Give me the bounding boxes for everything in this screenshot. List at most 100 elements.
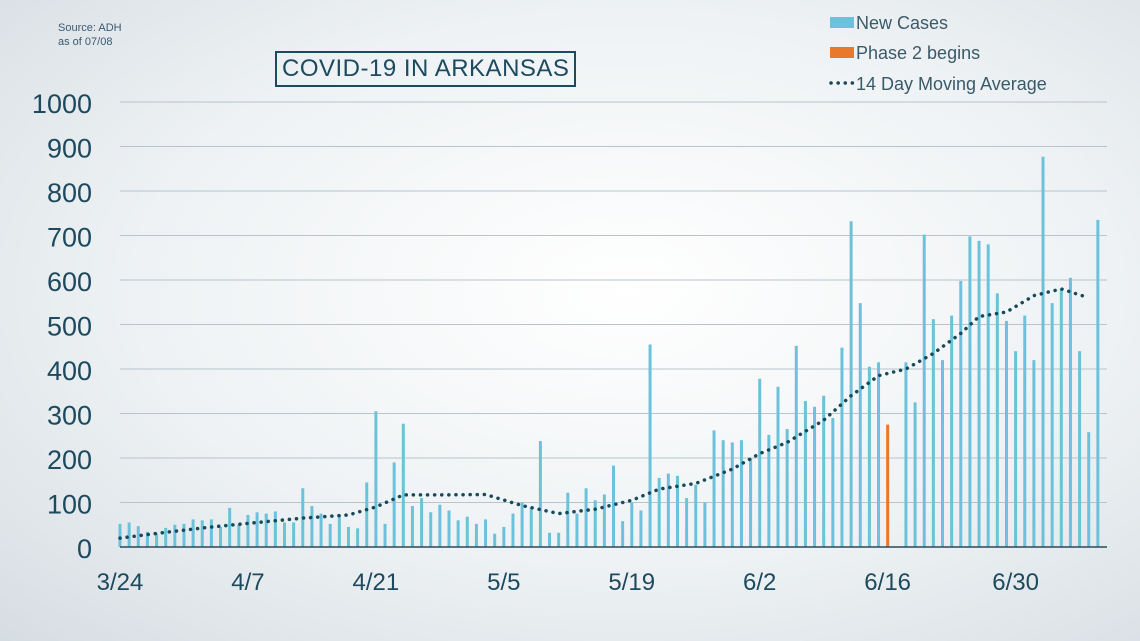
new-cases-bar [968,236,972,547]
moving-average-path [118,287,1091,540]
phase2-bar-group [886,424,890,547]
new-cases-bar [694,484,698,547]
chart-title: COVID-19 IN ARKANSAS [275,51,577,87]
new-cases-bar [785,429,789,547]
new-cases-bar [548,532,552,547]
new-cases-bar [237,524,241,547]
new-cases-bar [767,434,771,547]
new-cases-bar [557,532,561,547]
new-cases-bar [383,523,387,547]
new-cases-bar [858,303,862,547]
new-cases-bar [904,362,908,547]
new-cases-bar [529,506,533,547]
new-cases-bar [593,500,597,547]
new-cases-bar [758,378,762,547]
legend-label-phase2: Phase 2 begins [856,43,980,63]
new-cases-bar [822,395,826,547]
new-cases-bar [392,462,396,547]
y-axis-ticks: 0 100 200 300 400 500 600 700 800 900 1000 [32,89,92,564]
new-cases-bar [1078,351,1082,547]
new-cases-bar [292,522,296,547]
new-cases-bar [566,492,570,547]
new-cases-bar [219,526,223,547]
x-axis-ticks: 3/24 4/7 4/21 5/5 5/19 6/2 6/16 6/30 [97,569,1039,596]
new-cases-bar [200,520,204,547]
new-cases-bar [520,502,524,547]
new-cases-bar [794,345,798,547]
y-tick-label: 500 [47,312,92,342]
new-cases-bar [986,244,990,547]
x-tick-label: 6/16 [864,569,911,596]
y-tick-label: 900 [47,134,92,164]
x-tick-label: 6/30 [992,569,1039,596]
new-cases-bar [877,362,881,547]
new-cases-bar [1059,288,1063,547]
new-cases-bar [621,521,625,547]
x-tick-label: 4/21 [353,569,400,596]
new-cases-bar [776,386,780,547]
new-cases-bar [365,482,369,547]
new-cases-bar [118,523,122,547]
new-cases-bar [401,423,405,547]
new-cases-bar [337,514,341,547]
y-tick-label: 0 [77,534,92,564]
new-cases-bar [328,523,332,547]
new-cases-bar [813,406,817,547]
new-cases-bar [1041,156,1045,548]
y-tick-label: 200 [47,445,92,475]
new-cases-bar [191,519,195,547]
new-cases-bar [493,533,497,547]
new-cases-bar [283,522,286,547]
new-cases-bar [849,221,853,547]
x-tick-label: 4/7 [231,569,264,596]
new-cases-bar [474,523,478,547]
new-cases-bar [155,533,159,547]
y-tick-label: 700 [47,223,92,253]
new-cases-bar [1087,432,1091,547]
new-cases-bars [118,156,1100,548]
y-tick-label: 1000 [32,89,92,119]
new-cases-bar [867,366,871,547]
new-cases-bar [310,506,314,547]
new-cases-bar [703,502,707,547]
new-cases-bar [739,440,743,547]
new-cases-bar [831,417,835,547]
new-cases-bar [666,473,670,547]
legend: New Cases Phase 2 begins 14 Day Moving Ave… [829,13,1047,94]
new-cases-bar [602,494,606,547]
new-cases-bar [749,458,753,547]
phase2-bar [886,424,890,547]
new-cases-bar [173,524,177,547]
new-cases-bar [575,513,579,547]
new-cases-bar [438,504,442,547]
x-tick-label: 5/5 [487,569,520,596]
legend-label-new-cases: New Cases [856,13,948,33]
new-cases-bar [648,344,652,547]
new-cases-bar [511,513,515,547]
new-cases-bar [840,347,844,547]
y-tick-label: 300 [47,401,92,431]
new-cases-bar [228,507,232,547]
new-cases-bar [1004,320,1008,547]
legend-label-moving-average: 14 Day Moving Average [856,74,1047,94]
new-cases-bar [273,511,277,547]
new-cases-bar [420,498,424,547]
new-cases-bar [255,512,259,547]
new-cases-bar [447,510,451,547]
x-tick-label: 6/2 [743,569,776,596]
new-cases-bar [182,523,186,547]
new-cases-bar [374,411,378,547]
new-cases-bar [319,513,323,547]
y-tick-label: 100 [47,490,92,520]
new-cases-bar [639,510,643,547]
y-tick-label: 800 [47,178,92,208]
new-cases-bar [959,280,963,547]
grid-lines [120,101,1107,503]
new-cases-bar [977,240,981,547]
new-cases-bar [803,401,807,547]
new-cases-bar [164,527,168,547]
new-cases-bar [484,519,488,547]
legend-swatch-new-cases [830,17,854,28]
new-cases-bar [612,465,615,547]
new-cases-bar [209,519,213,547]
